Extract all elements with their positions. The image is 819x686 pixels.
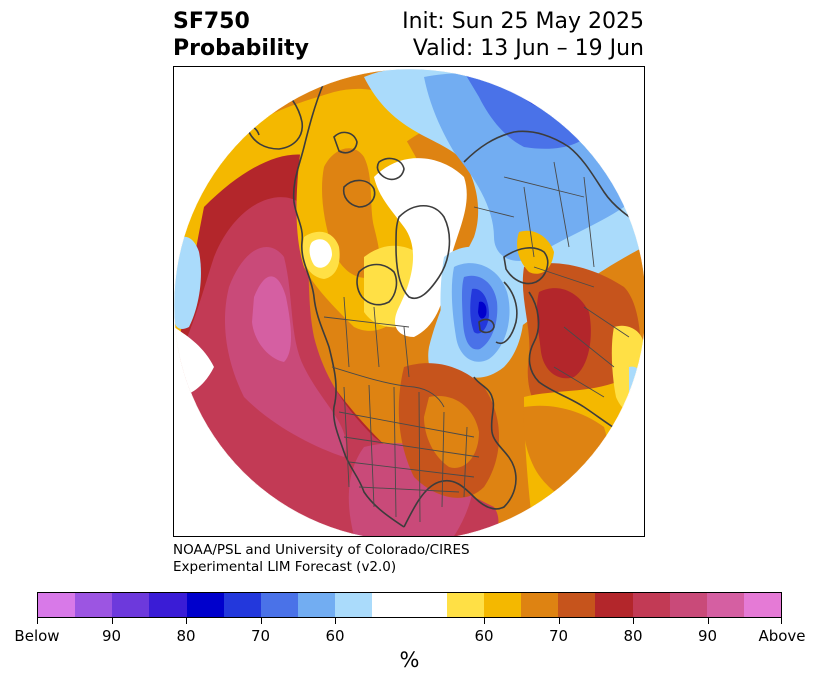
colorbar-tick bbox=[186, 618, 187, 624]
credit-line-2: Experimental LIM Forecast (v2.0) bbox=[173, 559, 397, 575]
colorbar-segment bbox=[38, 593, 76, 617]
variable-label: SF750 bbox=[173, 9, 250, 34]
valid-date-label: Valid: 13 Jun – 19 Jun bbox=[412, 36, 644, 61]
probability-field bbox=[174, 69, 644, 536]
colorbar-segment bbox=[743, 593, 782, 617]
colorbar-tick bbox=[111, 618, 113, 624]
colorbar-tick bbox=[37, 618, 38, 624]
forecast-map bbox=[173, 66, 645, 537]
quantity-label: Probability bbox=[173, 36, 309, 61]
colorbar-tick-label: 60 bbox=[325, 627, 345, 645]
colorbar-segment bbox=[75, 593, 113, 617]
colorbar-tick-label: 90 bbox=[101, 627, 122, 645]
colorbar-segment bbox=[149, 593, 187, 617]
colorbar-tick-label: 70 bbox=[250, 627, 271, 645]
colorbar-segment bbox=[112, 593, 150, 617]
colorbar-segment bbox=[372, 593, 410, 617]
colorbar-tick bbox=[558, 618, 560, 624]
colorbar-tick bbox=[707, 618, 709, 624]
colorbar-tick-label: 90 bbox=[697, 627, 718, 645]
colorbar-tick-label: Above bbox=[758, 627, 806, 645]
colorbar-unit-label: % bbox=[399, 648, 420, 672]
colorbar-ticks: Below 90 80 70 60 60 70 80 90 Above bbox=[14, 618, 806, 648]
polar-projection-map bbox=[174, 68, 644, 536]
colorbar-tick-label: 60 bbox=[474, 627, 494, 645]
colorbar-segment bbox=[632, 593, 670, 617]
colorbar bbox=[37, 592, 782, 618]
credit-line-1: NOAA/PSL and University of Colorado/CIRE… bbox=[173, 542, 470, 558]
colorbar-segment bbox=[186, 593, 224, 617]
colorbar-segment bbox=[483, 593, 522, 617]
colorbar-segment bbox=[260, 593, 299, 617]
colorbar-tick-label: 70 bbox=[548, 627, 569, 645]
colorbar-tick-label: 80 bbox=[623, 627, 643, 645]
colorbar-tick bbox=[484, 618, 485, 624]
colorbar-segment bbox=[298, 593, 336, 617]
colorbar-tick bbox=[781, 618, 782, 624]
credit-text: NOAA/PSL and University of Colorado/CIRE… bbox=[173, 542, 470, 576]
colorbar-tick bbox=[633, 618, 634, 624]
colorbar-segment bbox=[595, 593, 633, 617]
map-title: SF750 Probability bbox=[173, 8, 309, 62]
colorbar-segment bbox=[335, 593, 373, 617]
colorbar-tick bbox=[260, 618, 262, 624]
colorbar-tick bbox=[335, 618, 336, 624]
colorbar-segment bbox=[223, 593, 261, 617]
colorbar-segment bbox=[669, 593, 707, 617]
colorbar-segment bbox=[409, 593, 447, 617]
colorbar-segment bbox=[706, 593, 744, 617]
colorbar-segment bbox=[558, 593, 596, 617]
globe-edge bbox=[174, 68, 644, 536]
init-date-label: Init: Sun 25 May 2025 bbox=[402, 9, 644, 34]
colorbar-segment bbox=[446, 593, 484, 617]
colorbar-tick-label: Below bbox=[14, 627, 60, 645]
colorbar-segment bbox=[521, 593, 559, 617]
forecast-dates: Init: Sun 25 May 2025 Valid: 13 Jun – 19… bbox=[402, 8, 644, 62]
borders bbox=[323, 86, 644, 523]
colorbar-tick-label: 80 bbox=[176, 627, 196, 645]
